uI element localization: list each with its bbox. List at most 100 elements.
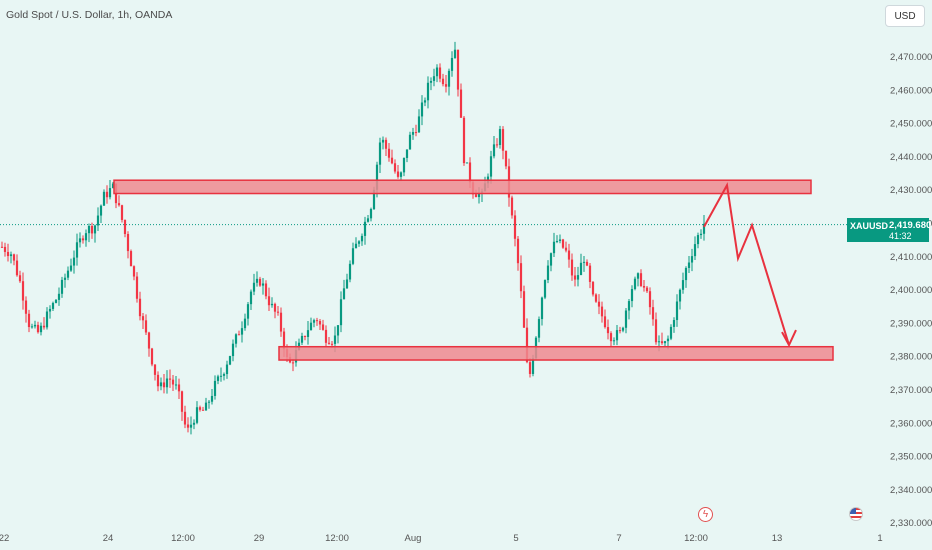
candle-body xyxy=(573,275,577,280)
candle-body xyxy=(231,343,235,357)
time-axis[interactable]: 22 24 12:00 29 12:00 Aug 5 7 12:00 13 1 xyxy=(0,533,883,544)
candle-body xyxy=(687,262,691,268)
candle-body xyxy=(564,247,568,251)
candle-body xyxy=(651,307,655,320)
candle-body xyxy=(582,261,586,263)
candle-body xyxy=(27,313,31,328)
y-tick-label: 2,390.000 xyxy=(890,318,932,329)
candle-body xyxy=(525,327,529,363)
candle-body xyxy=(117,203,121,206)
support-zone[interactable] xyxy=(278,345,834,361)
candle-body xyxy=(603,316,607,328)
candle-body xyxy=(204,402,208,411)
candle-body xyxy=(456,49,460,90)
candle-body xyxy=(96,215,100,226)
candle-body xyxy=(351,248,355,264)
last-price-tag: XAUUSD 2,419.680 41:32 xyxy=(847,218,931,242)
candle-body xyxy=(168,378,172,380)
zones[interactable] xyxy=(113,179,834,361)
candle-body xyxy=(75,242,79,258)
currency-button[interactable]: USD xyxy=(885,5,925,27)
candle-body xyxy=(261,283,265,286)
candle-body xyxy=(606,327,610,334)
lightning-icon[interactable]: ϟ xyxy=(698,507,713,522)
candle-body xyxy=(552,241,556,254)
candle-body xyxy=(567,250,571,260)
candle-body xyxy=(543,280,547,298)
y-tick-label: 2,370.000 xyxy=(890,385,932,396)
candle-body xyxy=(396,171,400,177)
candle-body xyxy=(207,401,211,403)
candle-body xyxy=(411,132,415,135)
candle-body xyxy=(558,239,562,241)
candle-body xyxy=(87,226,91,234)
x-tick-label: 12:00 xyxy=(684,533,708,544)
candle-body xyxy=(495,144,499,146)
candle-body xyxy=(576,275,580,280)
candle-body xyxy=(405,149,409,158)
candle-body xyxy=(162,382,166,388)
candle-body xyxy=(219,375,223,377)
candle-body xyxy=(18,275,22,282)
candle-body xyxy=(6,251,10,257)
candle-body xyxy=(450,57,454,71)
x-tick-label: 7 xyxy=(616,533,621,544)
candle-body xyxy=(579,262,583,276)
y-tick-label: 2,460.000 xyxy=(890,85,932,96)
candle-body xyxy=(537,319,541,338)
candle-body xyxy=(408,134,412,150)
candle-body xyxy=(618,330,622,332)
candle-body xyxy=(501,129,505,151)
candle-body xyxy=(213,380,217,396)
candle-body xyxy=(348,263,352,280)
candle-body xyxy=(657,341,661,343)
candle-body xyxy=(414,132,418,134)
candle-body xyxy=(192,422,196,425)
candle-body xyxy=(516,238,520,264)
candle-body xyxy=(243,318,247,329)
candle-body xyxy=(138,298,142,317)
candle-body xyxy=(636,273,640,279)
candle-body xyxy=(489,156,493,177)
price-axis[interactable]: 2,470.000 2,460.000 2,450.000 2,440.000 2,43… xyxy=(890,52,932,529)
candle-body xyxy=(492,144,496,157)
candle-body xyxy=(384,139,388,149)
candle-body xyxy=(78,238,82,243)
projection-path[interactable] xyxy=(703,182,790,346)
candle-body xyxy=(399,172,403,177)
candle-body xyxy=(666,338,670,342)
candle-body xyxy=(627,301,631,311)
candle-body xyxy=(684,267,688,281)
candle-body xyxy=(234,334,238,344)
candle-body xyxy=(303,335,307,337)
candle-body xyxy=(693,244,697,257)
candle-body xyxy=(426,82,430,101)
x-tick-label: 22 xyxy=(0,533,9,544)
us-flag-icon[interactable] xyxy=(849,507,863,521)
candle-body xyxy=(591,281,595,295)
candle-body xyxy=(531,358,535,374)
candle-body xyxy=(132,266,136,277)
candle-body xyxy=(453,49,457,58)
candle-body xyxy=(594,294,598,302)
candle-body xyxy=(321,324,325,330)
candle-body xyxy=(690,256,694,263)
candle-body xyxy=(66,270,70,278)
candle-body xyxy=(252,282,256,292)
x-tick-label: 13 xyxy=(772,533,783,544)
candle-body xyxy=(630,289,634,302)
candle-body xyxy=(654,319,658,343)
bar-countdown: 41:32 xyxy=(889,231,912,241)
candle-body xyxy=(69,265,73,271)
candle-body xyxy=(702,223,706,234)
y-tick-label: 2,470.000 xyxy=(890,52,932,63)
candle-body xyxy=(273,303,277,312)
candle-body xyxy=(696,235,700,245)
candle-body xyxy=(387,148,391,158)
candlestick-series xyxy=(0,41,706,435)
resistance-zone[interactable] xyxy=(113,179,812,195)
candle-body xyxy=(309,322,313,331)
candle-body xyxy=(522,291,526,328)
